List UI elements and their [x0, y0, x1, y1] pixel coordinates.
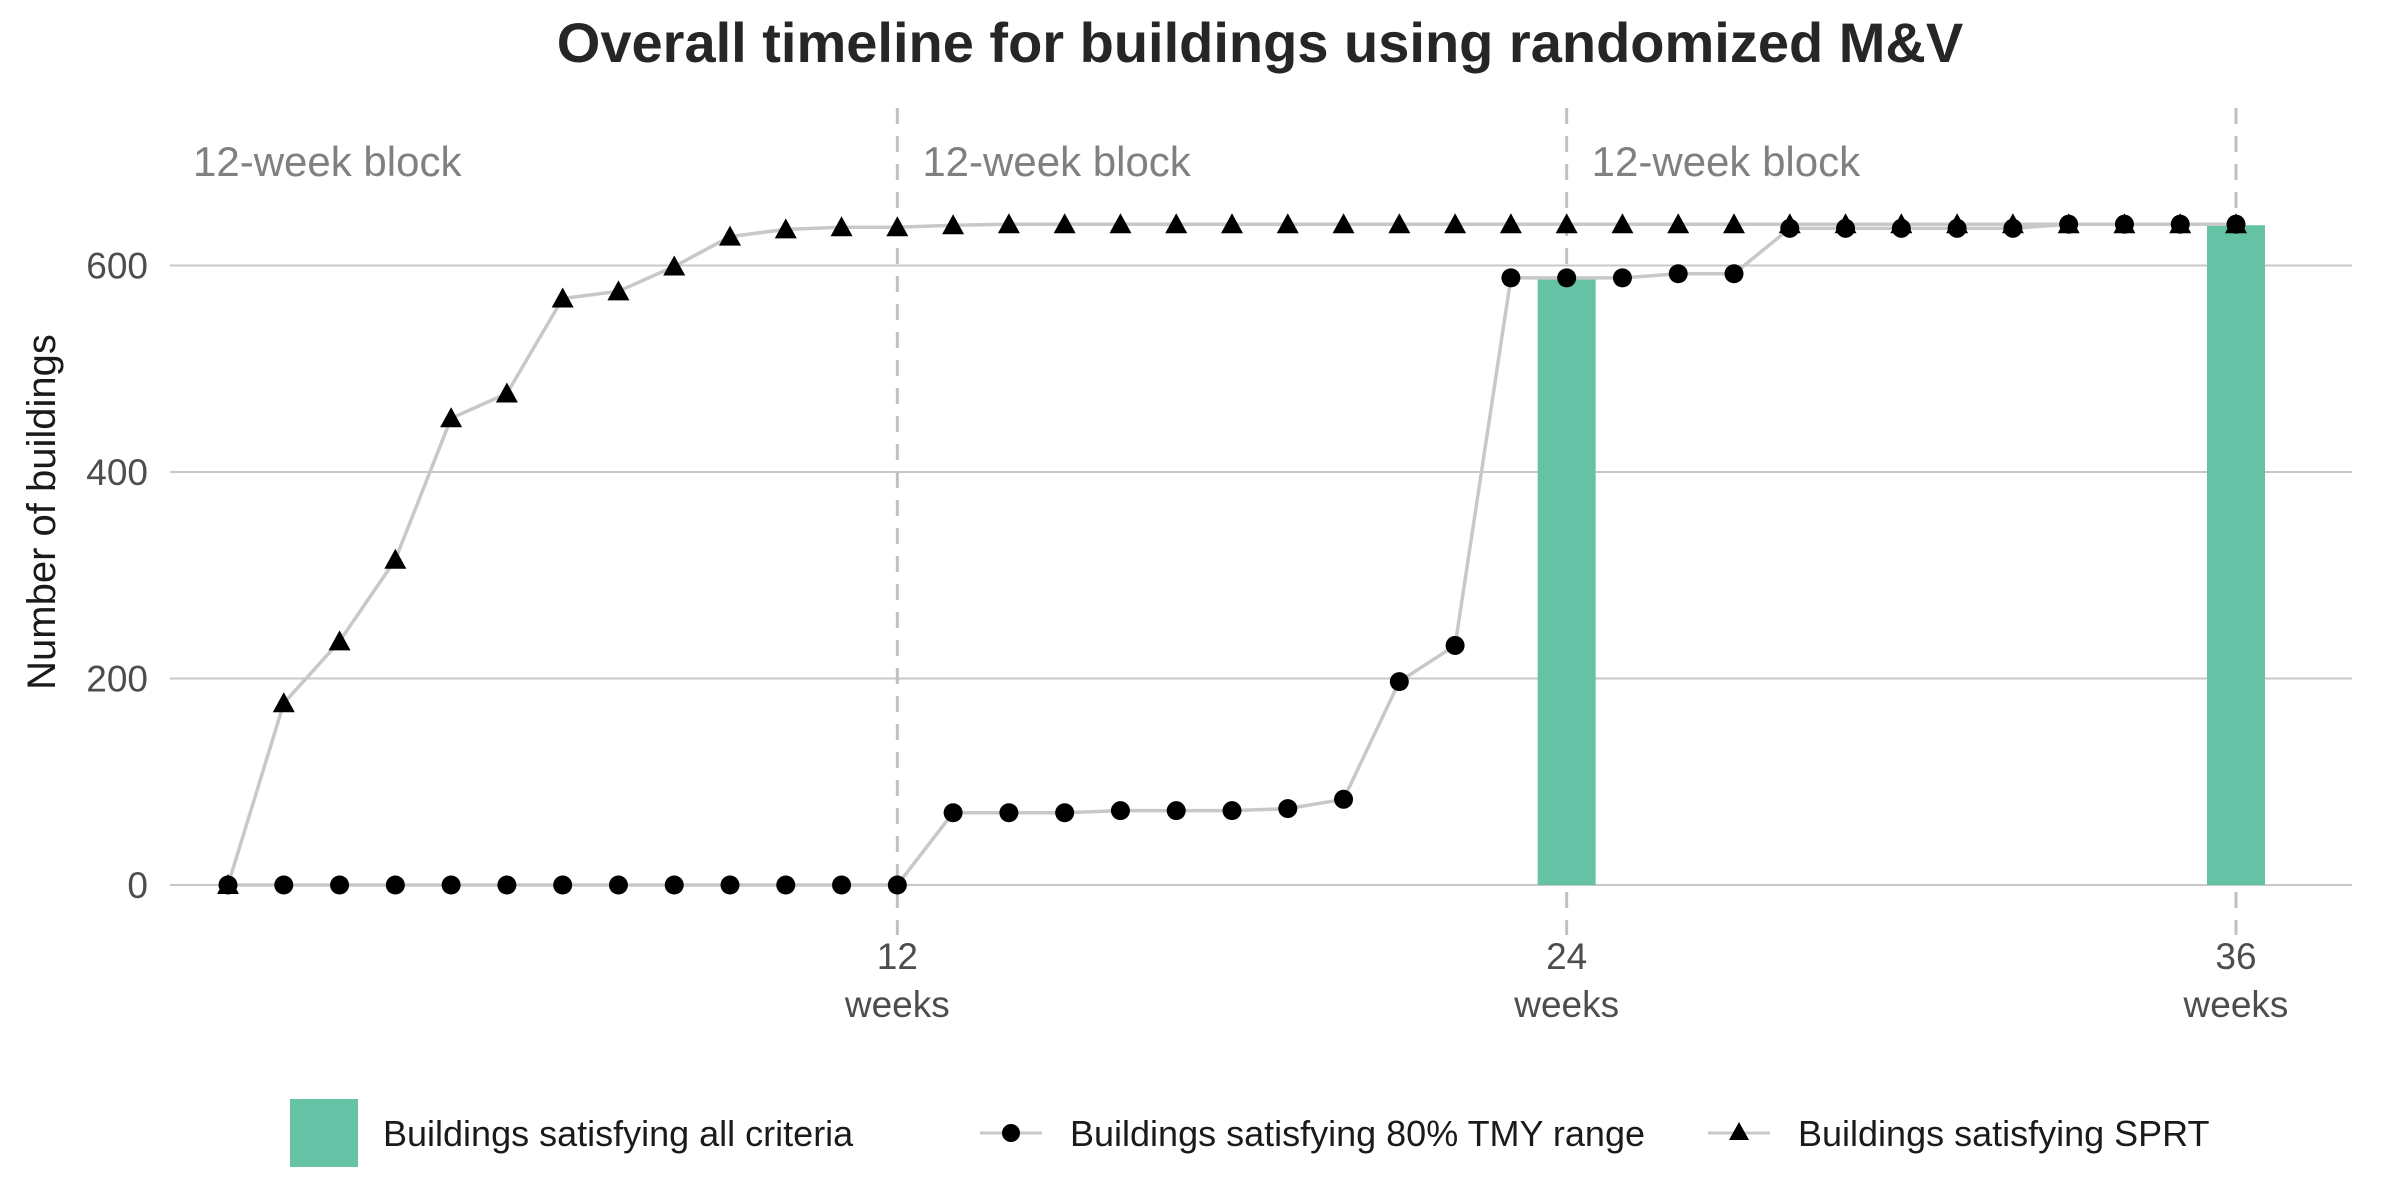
bar-all-criteria	[2207, 225, 2265, 886]
y-tick-label: 0	[127, 865, 148, 906]
data-point-sprt	[1946, 213, 1969, 234]
data-point-tmy	[1110, 801, 1130, 821]
data-point-tmy	[1389, 672, 1409, 692]
data-point-tmy	[1501, 268, 1521, 288]
x-tick-label: 24	[1546, 936, 1587, 977]
y-tick-label: 600	[86, 246, 148, 287]
y-axis-label: Number of buildings	[20, 334, 64, 690]
data-point-sprt	[1778, 213, 1801, 234]
data-point-sprt	[551, 287, 574, 308]
data-point-sprt	[1276, 213, 1299, 234]
legend-swatch-all-criteria	[290, 1099, 358, 1167]
data-point-sprt	[2057, 213, 2080, 234]
block-label: 12-week block	[922, 138, 1191, 185]
data-point-sprt	[1555, 213, 1578, 234]
data-point-tmy	[1334, 789, 1354, 809]
x-tick-label: 36	[2215, 936, 2256, 977]
data-point-sprt	[830, 216, 853, 237]
series-lines	[226, 222, 2236, 887]
data-point-tmy	[274, 875, 294, 895]
data-point-sprt	[1611, 213, 1634, 234]
chart-title: Overall timeline for buildings using ran…	[557, 11, 1963, 74]
data-point-sprt	[328, 630, 351, 651]
bar-all-criteria	[1537, 277, 1596, 885]
bars-all-criteria	[1537, 225, 2265, 886]
legend-label-all-criteria: Buildings satisfying all criteria	[383, 1113, 854, 1154]
data-point-tmy	[608, 875, 628, 895]
data-point-sprt	[1332, 213, 1355, 234]
gridlines	[170, 264, 2352, 886]
data-point-tmy	[330, 875, 350, 895]
series-line-tmy	[228, 222, 2236, 887]
block-labels: 12-week block 12-week block 12-week block	[193, 138, 1861, 185]
data-point-sprt	[1388, 213, 1411, 234]
data-point-sprt	[1165, 213, 1188, 234]
data-point-tmy	[1055, 803, 1075, 823]
data-point-sprt	[942, 214, 965, 235]
data-point-sprt	[1109, 213, 1132, 234]
data-point-tmy	[553, 875, 573, 895]
data-point-sprt	[1221, 213, 1243, 234]
data-point-sprt	[1834, 213, 1857, 234]
data-point-sprt	[719, 225, 741, 246]
data-point-sprt	[1499, 213, 1522, 234]
legend-label-sprt: Buildings satisfying SPRT	[1798, 1113, 2210, 1154]
x-tick-label: 12	[877, 936, 918, 977]
data-point-sprt	[217, 874, 239, 894]
x-tick-sublabel: weeks	[1513, 984, 1619, 1025]
data-point-tmy	[887, 875, 907, 895]
data-point-tmy	[720, 875, 740, 895]
axis-ticks: 0 200 400 600 12 weeks 24 weeks 36 weeks	[86, 246, 2288, 1026]
data-point-sprt	[1723, 213, 1745, 234]
data-point-sprt	[607, 280, 630, 301]
data-point-sprt	[384, 548, 407, 569]
data-point-sprt	[1444, 213, 1467, 234]
data-point-sprt	[886, 216, 909, 237]
data-point-tmy	[1668, 264, 1688, 284]
data-point-tmy	[441, 875, 461, 895]
legend-marker-tmy	[1002, 1124, 1020, 1142]
data-point-sprt	[2225, 213, 2247, 234]
data-point-sprt	[774, 218, 797, 239]
block-label: 12-week block	[1592, 138, 1861, 185]
data-point-tmy	[385, 875, 405, 895]
series-markers	[217, 213, 2247, 895]
data-point-sprt	[495, 382, 518, 403]
data-point-tmy	[1222, 801, 1242, 821]
data-point-sprt	[2169, 213, 2192, 234]
data-point-sprt	[440, 407, 463, 428]
y-tick-label: 400	[86, 452, 148, 493]
data-point-tmy	[1557, 268, 1577, 288]
data-point-tmy	[1166, 801, 1186, 821]
data-point-sprt	[1053, 213, 1076, 234]
block-label: 12-week block	[193, 138, 462, 185]
data-point-sprt	[1890, 213, 1913, 234]
data-point-tmy	[999, 803, 1019, 823]
x-tick-sublabel: weeks	[2183, 984, 2289, 1025]
data-point-sprt	[272, 692, 295, 713]
x-tick-sublabel: weeks	[844, 984, 950, 1025]
data-point-sprt	[2001, 213, 2024, 234]
data-point-tmy	[664, 875, 684, 895]
data-point-sprt	[1667, 213, 1690, 234]
data-point-tmy	[776, 875, 796, 895]
data-point-sprt	[997, 213, 1020, 234]
data-point-tmy	[1445, 635, 1465, 655]
data-point-tmy	[832, 875, 852, 895]
data-point-tmy	[943, 803, 963, 823]
data-point-sprt	[2113, 213, 2136, 234]
legend: Buildings satisfying all criteria Buildi…	[290, 1099, 2210, 1167]
data-point-tmy	[497, 875, 517, 895]
y-tick-label: 200	[86, 659, 148, 700]
data-point-tmy	[1612, 268, 1632, 288]
legend-marker-sprt	[1729, 1122, 1749, 1140]
series-line-sprt	[226, 222, 2236, 886]
data-point-sprt	[663, 255, 686, 276]
data-point-tmy	[1278, 799, 1298, 819]
data-point-tmy	[1724, 264, 1744, 284]
legend-label-tmy: Buildings satisfying 80% TMY range	[1070, 1113, 1645, 1154]
